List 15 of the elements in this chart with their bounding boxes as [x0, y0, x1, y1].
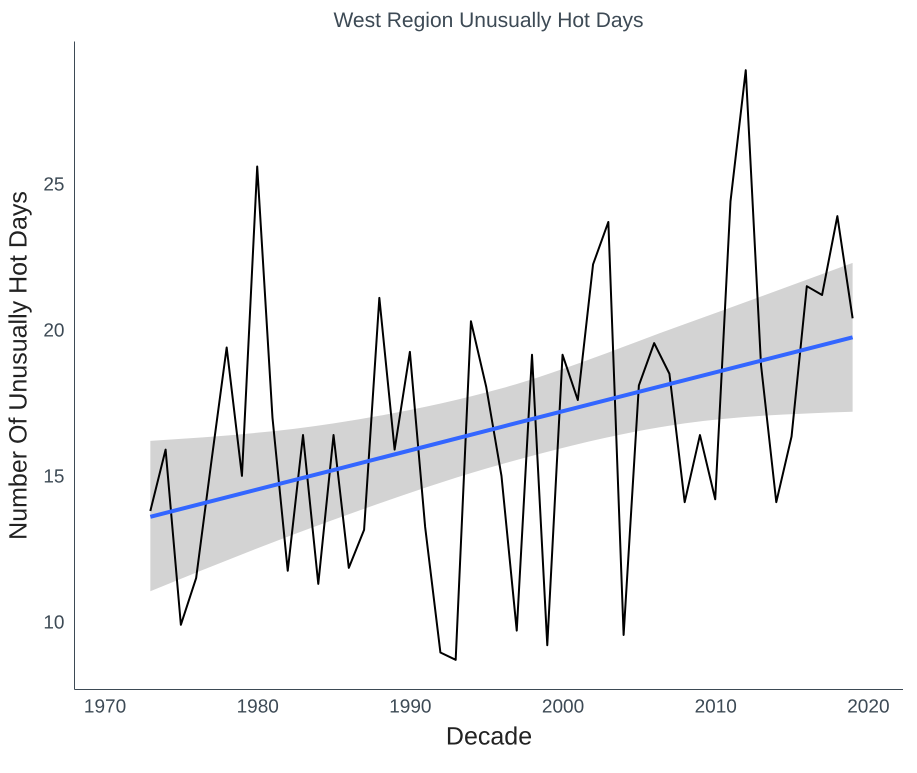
- x-tick-label: 2000: [542, 696, 584, 718]
- x-tick-label: 2020: [847, 696, 890, 718]
- x-tick-label: 1980: [236, 696, 279, 718]
- y-tick-label: 25: [43, 174, 64, 196]
- line-series: [148, 335, 855, 519]
- y-tick-label: 20: [43, 320, 64, 342]
- x-tick-label: 2010: [694, 696, 737, 718]
- x-tick-label: 1970: [84, 696, 126, 718]
- y-tick-label: 15: [43, 466, 64, 488]
- x-axis-title: Decade: [446, 722, 532, 750]
- y-tick-label: 10: [43, 612, 64, 634]
- x-tick-label: 1990: [389, 696, 432, 718]
- y-axis-title: Number Of Unusually Hot Days: [4, 191, 32, 540]
- line-series: [149, 69, 854, 661]
- chart-title: West Region Unusually Hot Days: [333, 9, 644, 32]
